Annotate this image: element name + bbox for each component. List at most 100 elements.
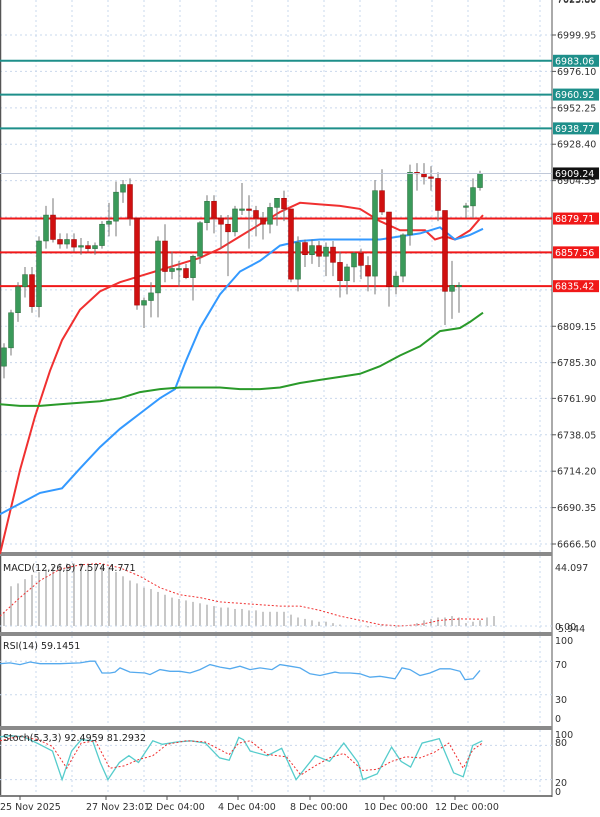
- svg-text:0: 0: [555, 714, 561, 725]
- candle: [379, 190, 385, 213]
- level-tag-text: 6879.71: [555, 214, 594, 225]
- candle: [29, 274, 35, 307]
- level-tag-text: 6835.42: [555, 282, 594, 293]
- macd-panel: MACD(12,26,9) 7.574 4.771 44.097 0.005.944: [0, 562, 588, 635]
- candle: [22, 274, 28, 288]
- candle: [302, 242, 308, 255]
- candle: [470, 187, 476, 207]
- level-tag: [553, 88, 599, 101]
- candle: [50, 214, 56, 240]
- svg-text:30: 30: [555, 695, 567, 706]
- candle: [400, 234, 406, 277]
- candle: [204, 201, 210, 223]
- level-tag: [553, 246, 599, 259]
- level-tag-text: 6983.06: [555, 56, 594, 67]
- candle: [218, 217, 224, 225]
- price-axis-label: 7023.80: [557, 0, 596, 5]
- price-axis-label: 6785.30: [557, 358, 596, 369]
- grid: [0, 0, 552, 795]
- candle: [253, 210, 259, 219]
- candle: [407, 172, 413, 236]
- candle: [358, 252, 364, 266]
- rsi-label: RSI(14) 59.1451: [3, 641, 80, 652]
- candle: [99, 223, 105, 246]
- candle: [211, 201, 217, 219]
- time-axis-label: 10 Dec 00:00: [364, 802, 428, 813]
- candle: [274, 198, 280, 208]
- svg-text:80: 80: [555, 738, 567, 749]
- price-axis-label: 6809.15: [557, 322, 596, 333]
- candle: [183, 268, 189, 278]
- candle: [246, 208, 252, 211]
- level-tag-text: 6938.77: [555, 124, 594, 135]
- price-axis-label: 6666.50: [557, 540, 596, 551]
- candlesticks: [1, 163, 483, 379]
- candle: [428, 176, 434, 179]
- svg-text:44.097: 44.097: [555, 563, 588, 574]
- current-price-tag: [553, 167, 599, 180]
- candle: [239, 208, 245, 211]
- svg-text:100: 100: [555, 636, 573, 647]
- svg-text:70: 70: [555, 660, 567, 671]
- svg-text:5.944: 5.944: [558, 624, 585, 635]
- candle: [127, 184, 133, 219]
- price-axis-label: 6738.05: [557, 430, 596, 441]
- candle: [197, 222, 203, 257]
- time-axis-label: 8 Dec 00:00: [290, 802, 348, 813]
- candle: [225, 223, 231, 233]
- level-tag: [553, 54, 599, 67]
- candle: [372, 190, 378, 277]
- price-axis-top-label: 7023.80: [557, 0, 596, 6]
- candle: [64, 239, 70, 245]
- price-axis-label: 6952.25: [557, 103, 596, 114]
- level-lines: 6983.06 6960.92 6938.77 6879.71 6857.56 6835.…: [0, 54, 599, 293]
- panel-borders: [0, 0, 553, 797]
- stoch-label: Stoch(5,3,3) 92.4959 81.2932: [3, 733, 146, 744]
- candle: [1, 347, 7, 367]
- candle: [435, 178, 441, 211]
- candle: [15, 286, 21, 313]
- time-axis-label: 2 Dec 04:00: [147, 802, 205, 813]
- candle: [323, 246, 329, 257]
- price-axis-label: 6761.90: [557, 394, 596, 405]
- candle: [421, 173, 427, 178]
- svg-text:0: 0: [555, 787, 561, 798]
- candle: [78, 245, 84, 248]
- candle: [309, 245, 315, 255]
- candle: [43, 214, 49, 242]
- candle: [351, 252, 357, 268]
- moving-averages: [0, 201, 484, 555]
- candle: [190, 256, 196, 278]
- candle: [281, 198, 287, 210]
- candle: [330, 246, 336, 263]
- candle: [8, 312, 14, 349]
- candle: [393, 275, 399, 288]
- level-tag-text: 6960.92: [555, 90, 594, 101]
- candle: [365, 265, 371, 277]
- candle: [267, 207, 273, 225]
- level-tag-text: 6857.56: [555, 248, 594, 259]
- level-tag: [553, 280, 599, 293]
- price-axis-label: 6714.20: [557, 467, 596, 478]
- candle: [120, 184, 126, 193]
- candle: [113, 191, 119, 222]
- ma-line-MA-fast: [0, 201, 484, 555]
- candle: [449, 285, 455, 292]
- current-price-text: 6909.24: [555, 169, 594, 180]
- svg-text:0.00: 0.00: [555, 622, 576, 633]
- candle: [288, 208, 294, 280]
- price-axis-label: 6999.95: [557, 31, 596, 42]
- candle: [232, 208, 238, 233]
- candle: [169, 268, 175, 272]
- candle: [463, 205, 469, 208]
- candle: [71, 239, 77, 248]
- svg-text:100: 100: [555, 730, 573, 741]
- price-axis-label: 6690.35: [557, 503, 596, 514]
- time-axis-label: 27 Nov 23:01: [86, 802, 150, 813]
- candle: [162, 240, 168, 272]
- candle: [92, 245, 98, 249]
- candle: [386, 211, 392, 288]
- rsi-panel: RSI(14) 59.1451 100 70 30 0: [0, 636, 573, 725]
